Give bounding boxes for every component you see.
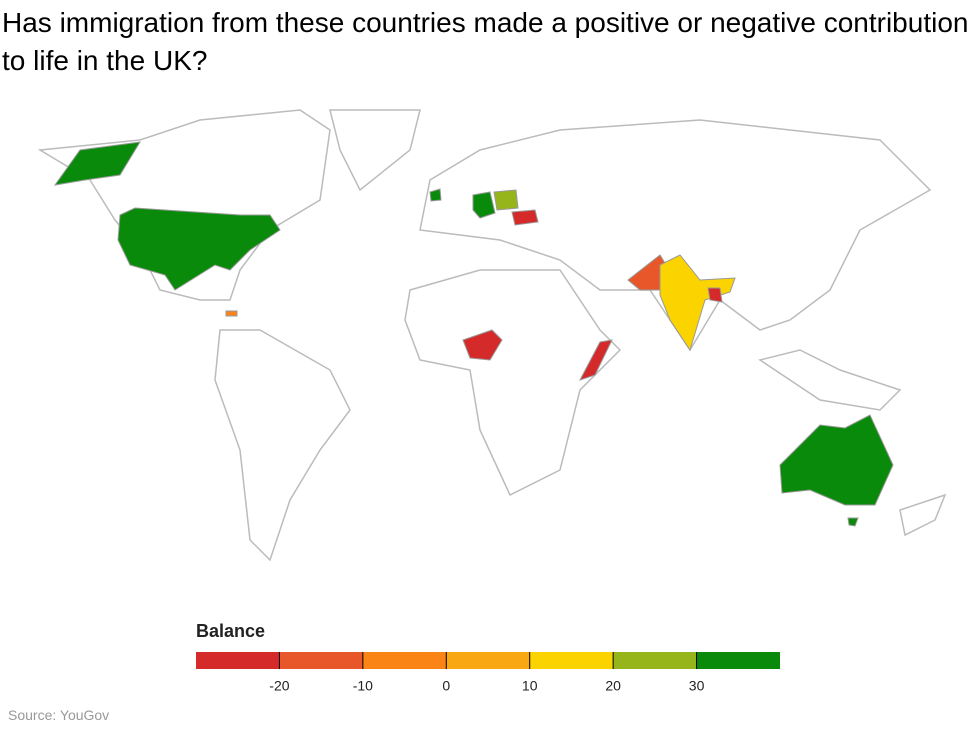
- legend-swatch: [613, 652, 697, 669]
- region: [472, 191, 496, 219]
- region: [53, 141, 281, 291]
- legend-swatch: [196, 652, 280, 669]
- legend-swatch: [362, 652, 447, 669]
- region-shape: [429, 188, 442, 202]
- region-shape: [117, 207, 281, 291]
- legend-tick-label: -20: [269, 678, 289, 694]
- legend-tick-label: -10: [353, 678, 373, 694]
- region-shape: [493, 189, 519, 211]
- region: [511, 209, 539, 226]
- region-shape: [225, 310, 238, 317]
- legend-swatch: [446, 652, 530, 669]
- region: [225, 310, 238, 317]
- region-shape: [779, 414, 894, 506]
- legend-tick-label: 30: [689, 678, 705, 694]
- region-shape: [511, 209, 539, 226]
- land: [37, 109, 947, 562]
- legend-title: Balance: [196, 621, 265, 641]
- legend-swatch: [529, 652, 614, 669]
- region: [578, 339, 613, 381]
- region: [493, 189, 519, 211]
- legend-tick-label: 0: [442, 678, 450, 694]
- legend-swatch: [696, 652, 780, 669]
- region: [429, 188, 442, 202]
- region-shape: [472, 191, 496, 219]
- legend-tick-label: 20: [605, 678, 621, 694]
- region: [462, 329, 503, 361]
- region-shape: [462, 329, 503, 361]
- region-shape: [847, 517, 859, 527]
- region: [707, 287, 723, 303]
- legend-tick-label: 10: [522, 678, 538, 694]
- legend-swatch: [279, 652, 363, 669]
- region-shape: [53, 141, 141, 186]
- title: Has immigration from these countries mad…: [2, 7, 969, 76]
- region-shape: [578, 339, 613, 381]
- source: Source: YouGov: [8, 707, 110, 723]
- region-shape: [707, 287, 723, 303]
- region: [779, 414, 894, 527]
